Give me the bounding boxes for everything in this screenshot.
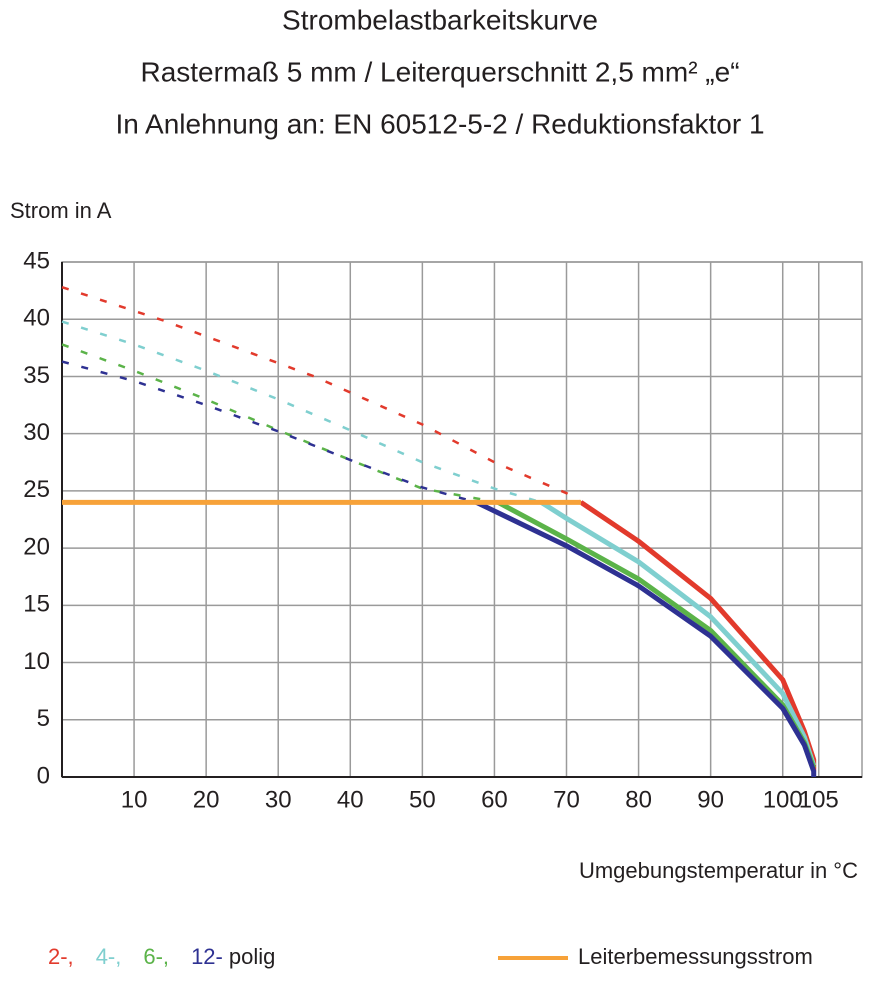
x-tick-label: 50 — [409, 786, 436, 813]
legend-label: Leiterbemessungsstrom — [578, 944, 813, 969]
line-series — [61, 360, 477, 504]
line-series — [579, 500, 817, 772]
line-series — [539, 500, 817, 767]
plot-area — [61, 261, 863, 778]
x-tick-label: 20 — [193, 786, 220, 813]
legend-label: 2-, — [48, 944, 74, 969]
legend-label: 6-, — [143, 944, 169, 969]
y-tick-label: 35 — [23, 362, 50, 389]
y-tick-label: 5 — [37, 705, 50, 732]
x-tick-label: 90 — [697, 786, 724, 813]
x-tick-label: 70 — [553, 786, 580, 813]
x-tick-label: 105 — [799, 786, 839, 813]
x-axis-label: Umgebungstemperatur in °C — [579, 858, 858, 883]
y-tick-label: 10 — [23, 648, 50, 675]
legend-label: 4-, — [96, 944, 122, 969]
y-tick-label: 40 — [23, 305, 50, 332]
y-tick-label: 15 — [23, 591, 50, 618]
x-tick-label: 30 — [265, 786, 292, 813]
y-tick-label: 30 — [23, 419, 50, 446]
y-tick-label: 45 — [23, 247, 50, 274]
line-series — [61, 343, 499, 504]
x-tick-label: 40 — [337, 786, 364, 813]
chart-subtitle: In Anlehnung an: EN 60512-5-2 / Reduktio… — [115, 108, 764, 139]
x-tick-label: 60 — [481, 786, 508, 813]
x-tick-label: 100 — [763, 786, 803, 813]
y-tick-label: 25 — [23, 476, 50, 503]
legend-label: polig — [229, 944, 275, 969]
chart-subtitle: Rastermaß 5 mm / Leiterquerschnitt 2,5 m… — [140, 56, 739, 87]
y-axis-label: Strom in A — [10, 198, 112, 223]
line-series — [61, 285, 582, 504]
legend-label: 12- — [191, 944, 223, 969]
y-tick-label: 20 — [23, 533, 50, 560]
line-series — [475, 500, 817, 777]
y-tick-label: 0 — [37, 762, 50, 789]
line-series — [496, 500, 817, 769]
x-tick-label: 10 — [121, 786, 148, 813]
chart-title: Strombelastbarkeitskurve — [282, 4, 598, 35]
x-tick-label: 80 — [625, 786, 652, 813]
